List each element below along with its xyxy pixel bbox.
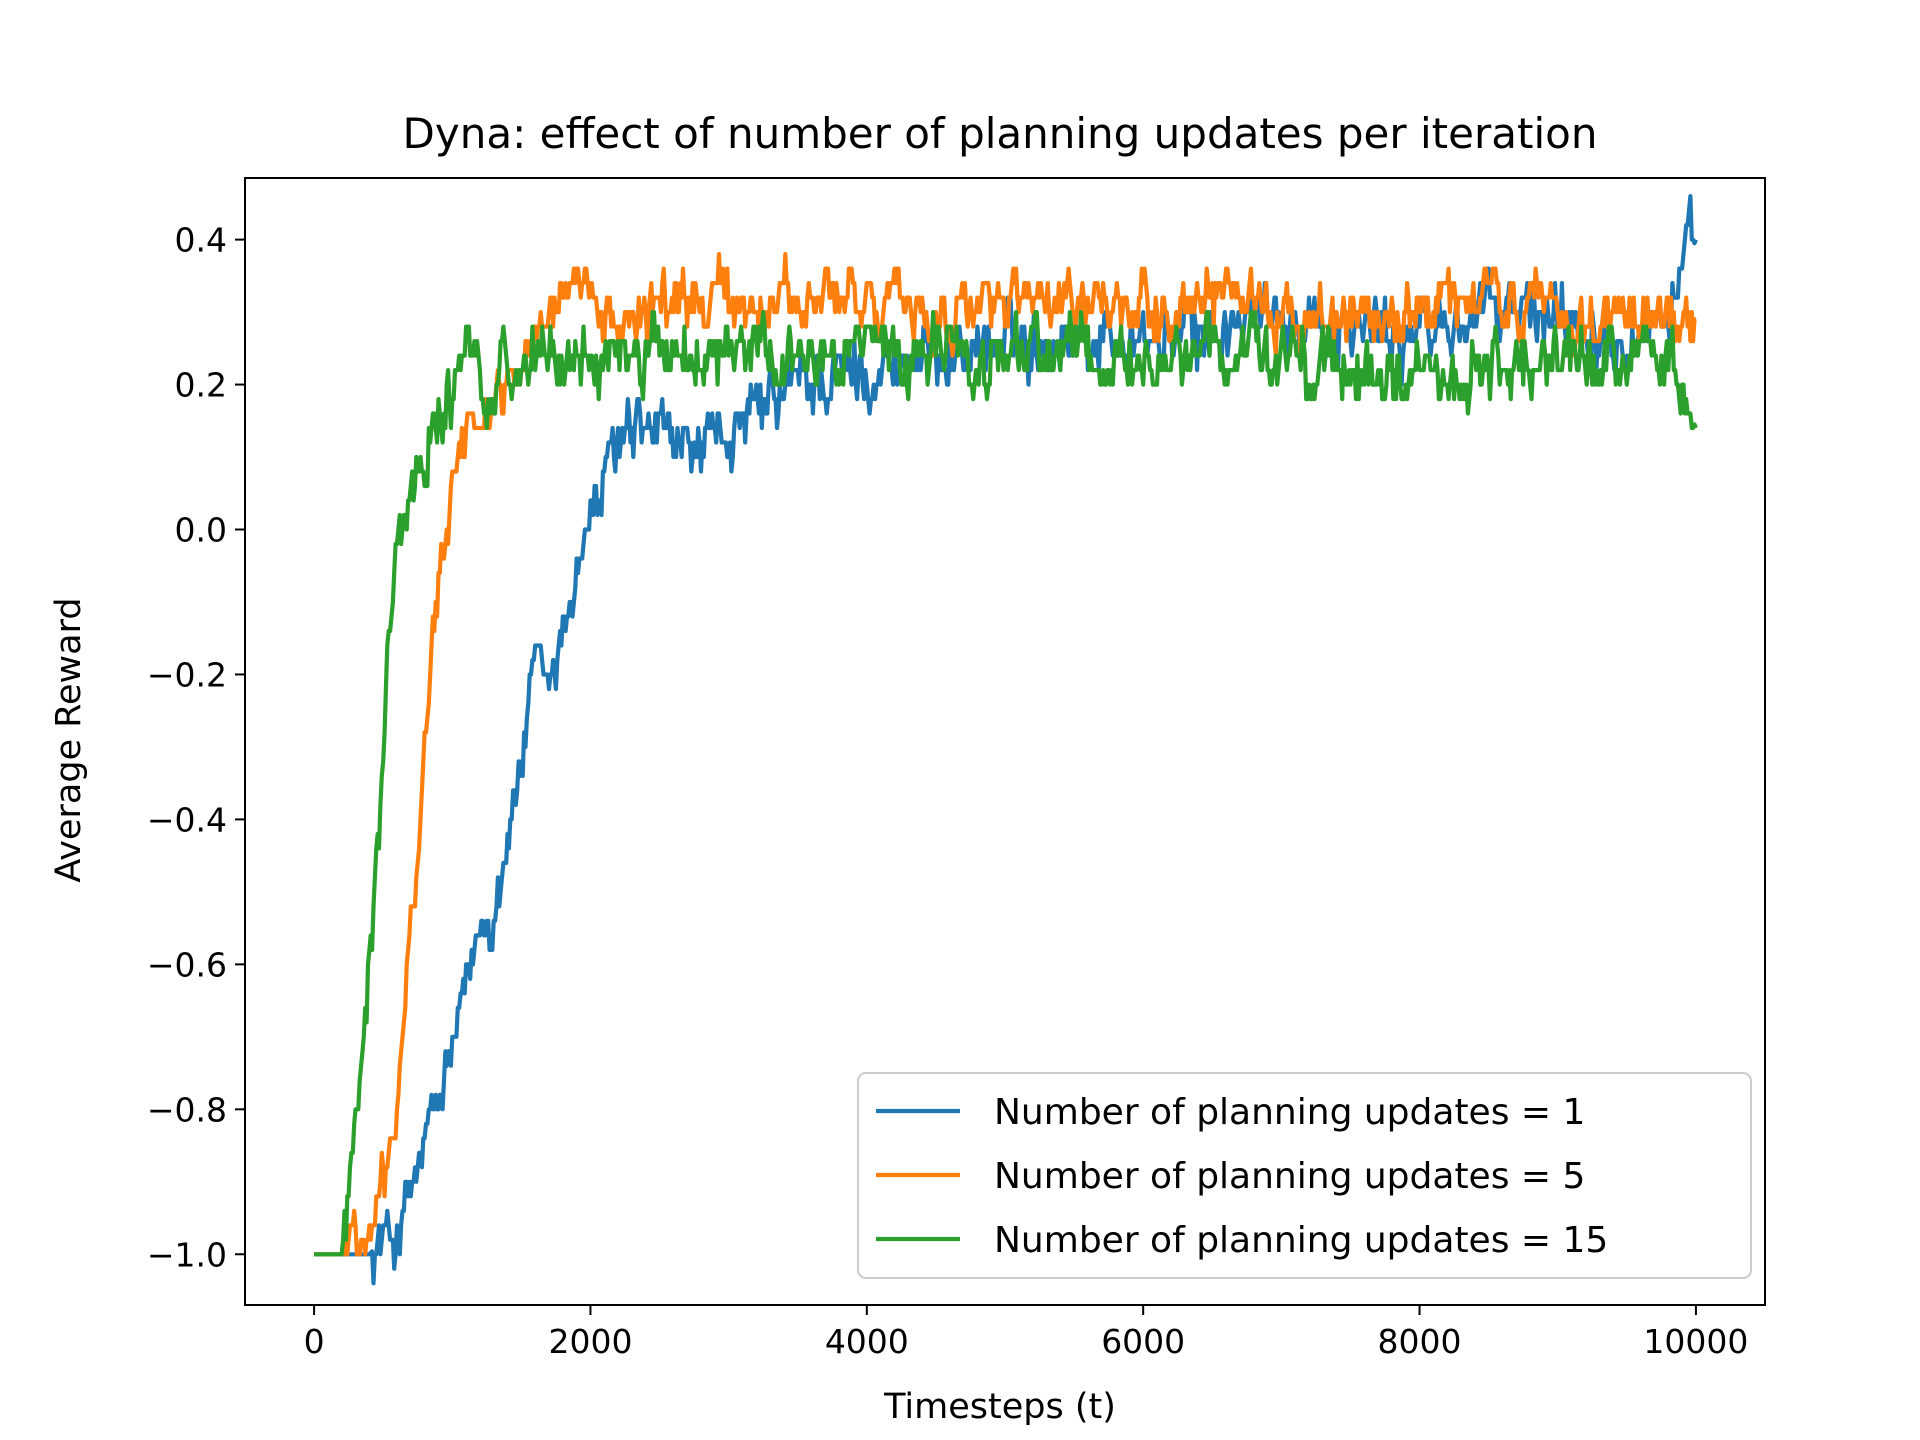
axes-layer: 0 2000 4000 6000 8000 10000 −1.0 −0.8 −0.6 −0.4 −0… bbox=[147, 177, 1766, 1361]
chart-title: Dyna: effect of number of planning updat… bbox=[403, 109, 1598, 158]
axes-frame bbox=[244, 177, 1766, 1306]
y-tick-label: −0.2 bbox=[147, 655, 227, 694]
x-tick-label: 10000 bbox=[1643, 1322, 1748, 1361]
y-tick-label: −0.4 bbox=[147, 800, 227, 839]
y-tick-label: 0.2 bbox=[175, 366, 227, 405]
x-tick-label: 8000 bbox=[1378, 1322, 1462, 1361]
legend-box bbox=[857, 1072, 1752, 1279]
y-tick-label: 0.0 bbox=[175, 511, 227, 550]
series-line-2 bbox=[313, 252, 1697, 1257]
y-tick-label: −0.6 bbox=[147, 945, 227, 984]
legend: Number of planning updates = 1 Number of … bbox=[857, 1072, 1752, 1279]
series-layer bbox=[313, 194, 1698, 1286]
x-tick-label: 2000 bbox=[548, 1322, 632, 1361]
legend-label-1: Number of planning updates = 1 bbox=[994, 1092, 1585, 1133]
legend-label-3: Number of planning updates = 15 bbox=[994, 1220, 1608, 1261]
x-tick-label: 4000 bbox=[825, 1322, 909, 1361]
x-tick-label: 6000 bbox=[1101, 1322, 1185, 1361]
legend-label-2: Number of planning updates = 5 bbox=[994, 1156, 1585, 1197]
y-tick-label: −1.0 bbox=[147, 1235, 227, 1274]
x-axis-label: Timesteps (t) bbox=[883, 1387, 1116, 1427]
series-line-3 bbox=[313, 310, 1698, 1257]
y-axis-label: Average Reward bbox=[49, 597, 89, 882]
y-tick-label: 0.4 bbox=[175, 221, 227, 260]
x-tick-label: 0 bbox=[304, 1322, 325, 1361]
y-tick-label: −0.8 bbox=[147, 1090, 227, 1129]
